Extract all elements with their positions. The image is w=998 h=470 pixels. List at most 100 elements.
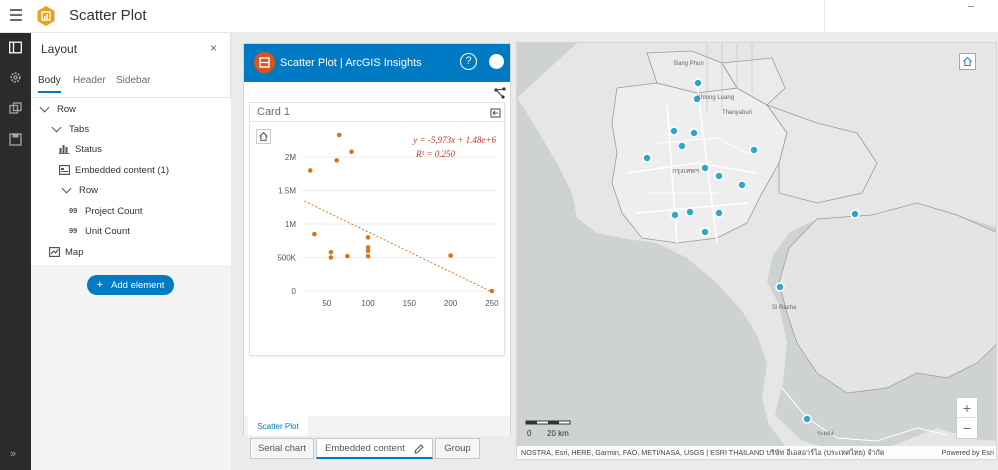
widgets-icon[interactable] — [9, 102, 22, 115]
place-label: Khlong Luang — [697, 95, 735, 101]
tree-item-label: Map — [65, 246, 84, 258]
place-label: Si Racha — [772, 305, 797, 311]
tab-group[interactable]: Group — [435, 438, 480, 459]
x-tick-label: 200 — [444, 299, 458, 308]
gear-icon[interactable] — [9, 71, 22, 84]
map-marker[interactable] — [700, 227, 710, 237]
y-axis-ticks: 0 500K 1M 1.5M 2M — [277, 153, 296, 296]
tree-item-label: Embedded content (1) — [75, 164, 170, 176]
attribution-text[interactable]: NOSTRA, Esri, HERE, Garmin, FAO, METI/NA… — [521, 448, 885, 457]
tree-item-status[interactable]: Status — [59, 139, 102, 159]
help-icon[interactable]: ? — [460, 53, 477, 70]
zoom-in-button[interactable]: + — [957, 398, 977, 418]
map-marker[interactable] — [693, 78, 703, 88]
map-marker[interactable] — [669, 126, 679, 136]
tree-item-map[interactable]: Map — [49, 242, 83, 262]
widget-header: Scatter Plot | ArcGIS Insights ? — [244, 44, 510, 82]
map-marker[interactable] — [692, 94, 702, 104]
tree-item-label: Project Count — [85, 205, 143, 217]
top-divider — [824, 0, 825, 33]
map-marker[interactable] — [714, 171, 724, 181]
tree-item-label: Row — [79, 184, 99, 196]
scatter-chart[interactable]: 0 500K 1M 1.5M 2M 50 100 150 200 250 y = -5,973x… — [250, 123, 504, 355]
chart-point[interactable] — [489, 288, 495, 294]
map-marker[interactable] — [677, 141, 687, 151]
window-minimize-icon[interactable] — [968, 6, 974, 7]
tree-item-unit-count[interactable]: 99 Unit Count — [69, 221, 130, 241]
chart-point[interactable] — [365, 235, 371, 240]
share-icon[interactable] — [494, 87, 506, 99]
map-marker[interactable] — [737, 180, 747, 190]
x-tick-label: 100 — [361, 299, 375, 308]
tree-item-embedded-content[interactable]: Embedded content (1) — [59, 160, 169, 180]
chevron-down-icon[interactable] — [39, 102, 50, 112]
tree-item-row[interactable]: Row — [39, 99, 76, 119]
top-bar: Scatter Plot — [0, 0, 998, 33]
left-rail: » — [0, 33, 31, 470]
chart-point[interactable] — [312, 231, 317, 237]
zoom-out-button[interactable]: − — [962, 420, 972, 436]
tab-scatter-plot[interactable]: Scatter Plot — [248, 416, 308, 436]
chevron-down-icon[interactable] — [61, 183, 72, 193]
map-marker[interactable] — [670, 210, 680, 220]
map-home-icon[interactable] — [959, 53, 976, 70]
tab-header[interactable]: Header — [73, 75, 106, 86]
chart-point[interactable] — [334, 158, 339, 163]
tab-sidebar[interactable]: Sidebar — [116, 75, 151, 86]
map-view[interactable]: Bang Phun Khlong Luang Thanyaburi กรุงเท… — [516, 42, 997, 460]
plus-icon: + — [96, 279, 104, 291]
hamburger-menu-icon[interactable] — [10, 9, 22, 21]
map-scale-label: 20 km — [547, 429, 569, 438]
map-zoom-control: + − — [956, 397, 978, 439]
tab-body[interactable]: Body — [38, 75, 61, 93]
map-marker[interactable] — [685, 207, 695, 217]
chart-point[interactable] — [345, 253, 350, 259]
map-markers — [642, 78, 860, 424]
chart-home-icon[interactable] — [256, 129, 271, 144]
map-marker[interactable] — [714, 208, 724, 218]
bar-chart-icon — [59, 145, 70, 154]
map-icon — [49, 247, 60, 257]
layout-panel: Layout × Body Header Sidebar Row Tabs St… — [31, 33, 231, 470]
layout-tree: Row Tabs Status Embedded content (1) Row… — [31, 99, 231, 265]
map-marker[interactable] — [775, 282, 785, 292]
tree-item-row-nested[interactable]: Row — [61, 180, 99, 200]
tree-item-tabs[interactable]: Tabs — [51, 119, 90, 139]
layout-icon[interactable] — [9, 41, 22, 54]
save-icon[interactable] — [9, 133, 22, 146]
x-tick-label: 50 — [322, 299, 331, 308]
tree-item-project-count[interactable]: 99 Project Count — [69, 201, 143, 221]
card-menu-icon[interactable] — [490, 107, 501, 118]
tree-item-label: Tabs — [69, 123, 90, 135]
tab-serial-chart[interactable]: Serial chart — [250, 438, 314, 459]
chart-point[interactable] — [349, 149, 354, 155]
insights-logo-icon — [254, 52, 275, 73]
chart-gridlines — [302, 156, 496, 292]
map-marker[interactable] — [802, 414, 812, 424]
tab-embedded-content[interactable]: Embedded content — [316, 438, 433, 459]
chart-point[interactable] — [307, 168, 313, 173]
x-tick-label: 150 — [403, 299, 417, 308]
chevron-down-icon[interactable] — [51, 122, 62, 132]
add-element-button[interactable]: + Add element — [87, 275, 174, 295]
pencil-icon[interactable] — [414, 444, 424, 454]
map-marker[interactable] — [700, 163, 710, 173]
chart-point[interactable] — [365, 248, 371, 254]
close-icon[interactable]: × — [210, 41, 218, 55]
place-label: Thanyaburi — [722, 110, 753, 116]
chart-point[interactable] — [448, 253, 453, 258]
chart-point[interactable] — [328, 249, 334, 255]
map-marker[interactable] — [749, 145, 759, 155]
powered-by-esri[interactable]: Powered by Esri — [941, 448, 994, 457]
user-avatar[interactable] — [489, 54, 504, 69]
map-marker[interactable] — [642, 153, 652, 163]
expand-rail-icon[interactable]: » — [10, 448, 17, 460]
chart-point[interactable] — [336, 132, 342, 138]
chart-point[interactable] — [365, 245, 371, 250]
trendline-equation: y = -5,973x + 1.48e+6 — [412, 135, 496, 145]
map-marker[interactable] — [850, 209, 860, 219]
map-marker[interactable] — [689, 128, 699, 138]
widget-title: Scatter Plot | ArcGIS Insights — [280, 57, 422, 69]
chart-point[interactable] — [328, 255, 334, 260]
chart-point[interactable] — [365, 253, 371, 259]
